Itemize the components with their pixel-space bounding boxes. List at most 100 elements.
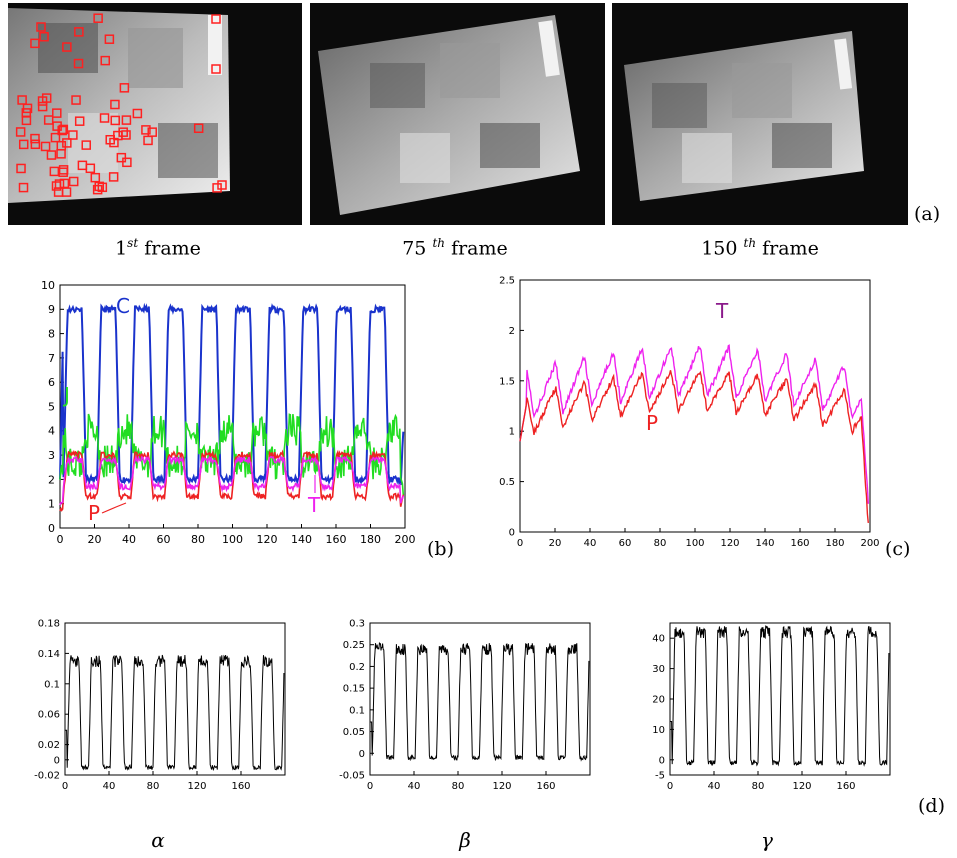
y-tick-label: 6 (48, 376, 55, 389)
x-tick-label: 140 (291, 533, 312, 546)
annotation-p: P (646, 411, 658, 435)
y-tick-label: -5 (655, 771, 665, 782)
feature-marker (71, 95, 81, 105)
y-tick-label: 0.2 (349, 662, 365, 673)
feature-marker (99, 113, 110, 123)
panel-label-d: (d) (918, 795, 945, 817)
x-tick-label: 120 (492, 781, 511, 792)
feature-marker (43, 115, 54, 125)
x-tick-label: 100 (222, 533, 243, 546)
y-tick-label: 2 (48, 473, 55, 486)
feature-marker (104, 34, 115, 44)
frame-1-caption: 1st frame (108, 236, 208, 259)
y-tick-label: 10 (41, 279, 55, 292)
x-tick-label: 200 (860, 538, 879, 549)
feature-marker (36, 22, 46, 32)
feature-marker (50, 132, 61, 143)
feature-marker (93, 13, 103, 23)
beta-label: β (459, 828, 471, 852)
x-tick-label: 40 (708, 781, 721, 792)
feature-marker (77, 160, 88, 171)
feature-marker (217, 180, 227, 190)
feature-marker (18, 139, 29, 150)
feature-marker (52, 108, 62, 118)
y-tick-label: -0.05 (339, 771, 365, 782)
frame-150-suffix: th (743, 236, 757, 250)
frame-1-image (8, 3, 302, 225)
panel-label-b: (b) (427, 538, 454, 560)
feature-marker (53, 187, 64, 197)
y-tick-label: 20 (652, 695, 665, 706)
feature-marker (15, 127, 26, 137)
feature-marker (40, 141, 51, 152)
x-tick-label: 0 (367, 781, 373, 792)
y-tick-label: 4 (48, 425, 55, 438)
alpha-label: α (151, 828, 165, 852)
frame-75-suffix: th (432, 236, 446, 250)
x-tick-label: 160 (536, 781, 555, 792)
panel-label-c: (c) (885, 538, 911, 560)
y-tick-label: 0.5 (499, 477, 515, 488)
x-tick-label: 40 (408, 781, 421, 792)
x-tick-label: 200 (395, 533, 416, 546)
frame-1-suffix: st (127, 236, 139, 250)
y-tick-label: 0 (509, 528, 515, 539)
y-tick-label: 10 (652, 725, 665, 736)
y-tick-label: 0.25 (343, 640, 365, 651)
feature-marker (30, 38, 40, 49)
y-tick-label: 0.1 (349, 705, 365, 716)
feature-marker (119, 83, 130, 93)
x-tick-label: 80 (147, 781, 160, 792)
x-tick-label: 80 (191, 533, 205, 546)
frame-1-word: frame (144, 237, 201, 260)
feature-marker (113, 130, 123, 141)
feature-marker (39, 31, 49, 42)
x-tick-label: 0 (57, 533, 64, 546)
y-tick-label: 7 (48, 352, 55, 365)
x-tick-label: 80 (752, 781, 765, 792)
x-tick-label: 0 (517, 538, 523, 549)
y-tick-label: 40 (652, 634, 665, 645)
chart-b: 0 20 40 60 80 100 120 140 160 180 200 0 1 2 3 4 5 6 7 8 9 10 C… (41, 279, 416, 546)
y-tick-label: 1 (509, 427, 515, 438)
frame-150-image (612, 3, 908, 225)
series-t-line (59, 454, 405, 506)
angle-series-line (65, 654, 285, 772)
y-tick-label: 0.3 (349, 619, 365, 630)
x-tick-label: 20 (549, 538, 562, 549)
x-tick-label: 100 (685, 538, 704, 549)
feature-marker (211, 14, 221, 24)
feature-marker (17, 95, 27, 105)
x-tick-label: 160 (836, 781, 855, 792)
frame-1-photo (8, 8, 230, 203)
y-tick-label: 9 (48, 303, 55, 316)
frame-150-word: frame (762, 237, 819, 260)
feature-marker (212, 183, 222, 193)
y-tick-label: 3 (48, 449, 55, 462)
x-tick-label: 40 (103, 781, 116, 792)
feature-marker (100, 55, 111, 66)
frame-150-caption: 150 th frame (680, 236, 840, 259)
y-tick-label: 5 (48, 400, 55, 413)
x-tick-label: 40 (122, 533, 136, 546)
x-tick-label: 60 (619, 538, 632, 549)
frame-150-ordinal: 150 (701, 237, 738, 260)
feature-marker (132, 108, 143, 119)
x-tick-label: 180 (360, 533, 381, 546)
feature-marker (81, 140, 91, 150)
x-tick-label: 120 (187, 781, 206, 792)
feature-marker (58, 165, 69, 175)
x-tick-label: 0 (62, 781, 68, 792)
plot-frame (369, 622, 591, 776)
x-tick-label: 180 (825, 538, 844, 549)
plot-frame (64, 622, 286, 776)
frame-75-image (310, 3, 605, 225)
frame-75-ordinal: 75 (402, 237, 427, 260)
y-tick-label: 30 (652, 664, 665, 675)
y-tick-label: 1.5 (499, 376, 515, 387)
feature-marker (110, 115, 121, 126)
feature-marker (49, 166, 60, 177)
feature-marker (30, 133, 40, 144)
